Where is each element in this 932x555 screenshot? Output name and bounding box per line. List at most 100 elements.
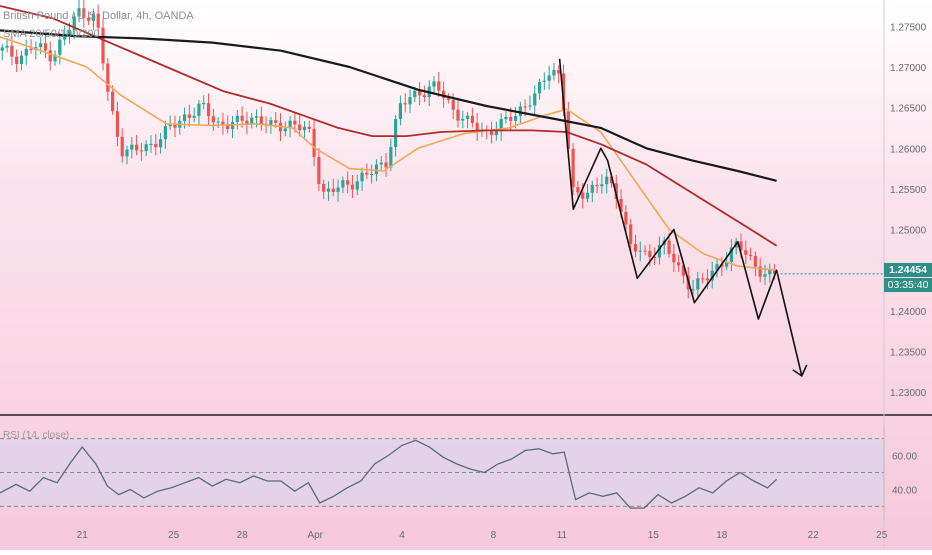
candle-body (154, 143, 158, 148)
candle-body (633, 243, 638, 252)
candle-body (302, 126, 307, 131)
time-tick-label: 11 (557, 530, 568, 541)
candle-body (10, 45, 14, 57)
candle-body (403, 103, 407, 105)
candle-body (585, 192, 590, 199)
candle-body (470, 115, 474, 123)
price-tick-label: 1.25500 (890, 185, 927, 196)
candle-body (115, 111, 120, 137)
candle-body (571, 148, 575, 188)
candle-body (446, 98, 450, 100)
candle-body (715, 264, 719, 271)
candle-body (322, 183, 326, 192)
candle-body (595, 184, 599, 187)
candle-body (274, 120, 278, 123)
sma-200-line (0, 29, 777, 182)
candle-body (19, 55, 24, 65)
candle-body (657, 245, 662, 258)
candle-body (307, 126, 311, 129)
candle-body (283, 128, 287, 132)
zigzag-drawing (558, 58, 803, 377)
candle-body (609, 176, 614, 184)
candle-body (82, 8, 86, 18)
candle-body (605, 176, 609, 185)
candle-body (465, 115, 470, 120)
candle-body (619, 199, 623, 212)
price-tick-label: 1.27500 (890, 22, 927, 33)
candle-body (221, 121, 225, 125)
candle-body (537, 81, 542, 94)
candle-body (235, 115, 239, 122)
candle-body (523, 106, 527, 108)
candle-body (422, 95, 427, 98)
candle-body (600, 184, 604, 187)
candle-body (15, 56, 19, 65)
candle-body (643, 250, 647, 252)
candle-body (677, 262, 681, 266)
candle-body (197, 103, 201, 116)
time-tick-label: 25 (876, 530, 888, 541)
candle-body (758, 266, 762, 277)
candle-body (557, 69, 561, 74)
candle-body (355, 181, 359, 190)
candle-body (374, 164, 379, 174)
candle-body (58, 39, 62, 55)
candle-body (749, 254, 753, 256)
candle-body (499, 119, 503, 132)
candle-body (710, 270, 714, 281)
candle-body (101, 27, 105, 64)
candle-body (63, 35, 67, 40)
candle-body (576, 187, 580, 193)
candle-body (144, 144, 148, 152)
time-tick-label: 4 (399, 530, 405, 541)
candle-body (566, 111, 570, 149)
candle-body (518, 106, 522, 116)
candle-body (624, 211, 628, 225)
candle-body (705, 278, 710, 281)
time-tick-label: 8 (491, 530, 497, 541)
time-tick-label: 22 (808, 530, 820, 541)
candle-body (744, 250, 748, 255)
price-tick-label: 1.26000 (890, 144, 927, 155)
candle-body (725, 261, 729, 267)
candle-body (547, 75, 551, 81)
candle-body (250, 117, 254, 125)
candle-body (336, 187, 340, 192)
candle-body (398, 103, 403, 120)
candle-body (206, 103, 211, 117)
candle-body (552, 69, 556, 76)
candle-body (5, 45, 9, 48)
candle-body (350, 184, 355, 190)
candle-body (96, 13, 100, 28)
candle-body (226, 124, 230, 129)
time-tick-label: 21 (77, 530, 89, 541)
candle-body (542, 80, 546, 82)
candle-body (216, 121, 220, 123)
candle-body (504, 116, 508, 120)
candle-body (130, 144, 134, 150)
candle-body (456, 109, 460, 121)
countdown-tag: 03:35:40 (884, 278, 932, 292)
candle-body (475, 122, 479, 132)
candle-body (192, 115, 196, 118)
candle-body (763, 274, 767, 277)
candle-body (701, 278, 705, 280)
candle-body (245, 120, 249, 125)
candle-body (48, 50, 52, 62)
candle-body (53, 54, 57, 62)
candle-body (739, 241, 743, 251)
candle-body (437, 81, 441, 91)
candle-body (432, 81, 436, 87)
rsi-label: RSI (14, close) (3, 430, 70, 441)
candle-body (614, 183, 618, 200)
candle-body (629, 224, 633, 244)
candle-body (288, 120, 292, 129)
candle-body (653, 256, 657, 258)
candle-body (341, 180, 345, 188)
candle-body (173, 124, 177, 128)
candle-body (441, 90, 446, 99)
candle-body (187, 114, 191, 118)
candle-body (139, 150, 143, 152)
arrow-head-icon (792, 364, 808, 378)
